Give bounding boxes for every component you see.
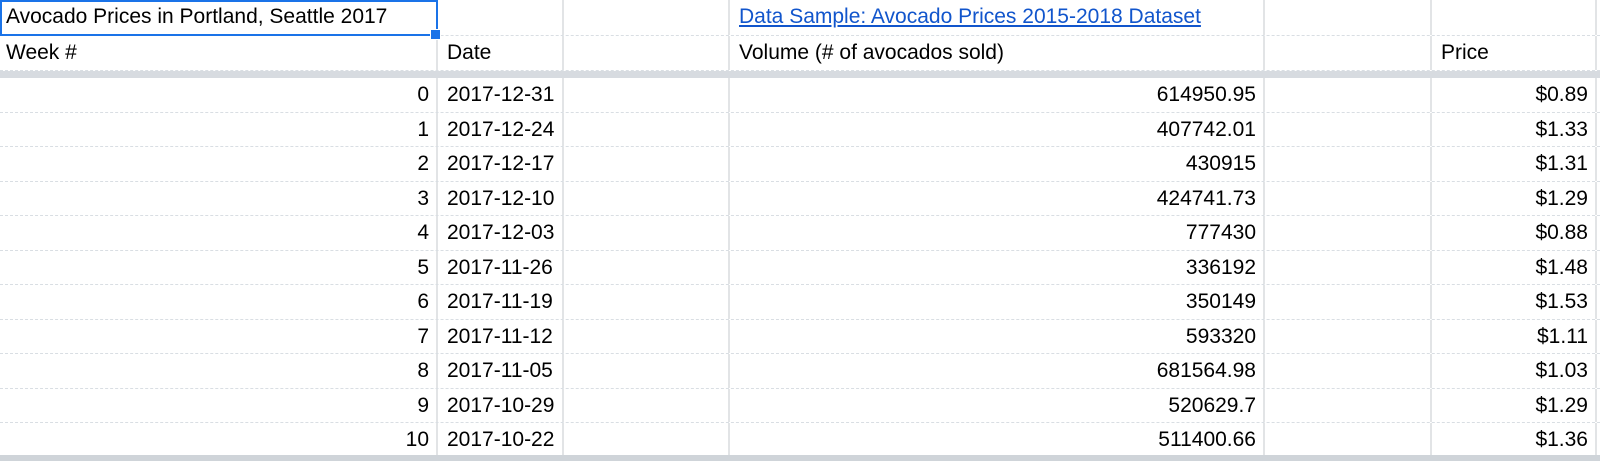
week-cell[interactable]: 7 <box>0 319 438 353</box>
volume-cell[interactable]: 336192 <box>730 250 1265 284</box>
volume-cell[interactable]: 614950.95 <box>730 78 1265 112</box>
empty-cell[interactable] <box>564 285 730 319</box>
price-cell[interactable]: $1.53 <box>1432 285 1597 319</box>
week-cell[interactable]: 5 <box>0 250 438 284</box>
table-row: 1 2017-12-24 407742.01 $1.33 <box>0 112 1600 147</box>
empty-cell[interactable] <box>564 250 730 284</box>
price-cell[interactable]: $1.31 <box>1432 147 1597 181</box>
week-cell[interactable]: 0 <box>0 78 438 112</box>
date-cell[interactable]: 2017-12-17 <box>438 147 564 181</box>
date-cell[interactable]: 2017-12-03 <box>438 216 564 250</box>
volume-cell[interactable]: 520629.7 <box>730 388 1265 422</box>
empty-cell[interactable] <box>1265 181 1432 215</box>
header-volume[interactable]: Volume (# of avocados sold) <box>730 36 1265 70</box>
volume-cell[interactable]: 681564.98 <box>730 354 1265 388</box>
week-cell[interactable]: 3 <box>0 181 438 215</box>
empty-cell[interactable] <box>1265 216 1432 250</box>
date-cell[interactable]: 2017-11-26 <box>438 250 564 284</box>
spreadsheet-row-title: Avocado Prices in Portland, Seattle 2017… <box>0 0 1600 36</box>
price-cell[interactable]: $0.89 <box>1432 78 1597 112</box>
empty-cell[interactable] <box>564 78 730 112</box>
price-cell[interactable]: $1.03 <box>1432 354 1597 388</box>
header-week[interactable]: Week # <box>0 36 438 70</box>
cell-f1-empty[interactable] <box>1432 0 1597 35</box>
week-cell[interactable]: 2 <box>0 147 438 181</box>
empty-cell[interactable] <box>1265 78 1432 112</box>
cell-c1-empty[interactable] <box>564 0 730 35</box>
table-row: 8 2017-11-05 681564.98 $1.03 <box>0 354 1600 389</box>
table-row: 5 2017-11-26 336192 $1.48 <box>0 250 1600 285</box>
empty-cell[interactable] <box>564 423 730 457</box>
volume-cell[interactable]: 350149 <box>730 285 1265 319</box>
week-cell[interactable]: 10 <box>0 423 438 457</box>
table-row: 7 2017-11-12 593320 $1.11 <box>0 319 1600 354</box>
empty-cell[interactable] <box>1265 250 1432 284</box>
table-row: 9 2017-10-29 520629.7 $1.29 <box>0 388 1600 423</box>
empty-cell[interactable] <box>1265 423 1432 457</box>
bottom-edge-strip <box>0 455 1600 461</box>
volume-cell[interactable]: 511400.66 <box>730 423 1265 457</box>
empty-cell[interactable] <box>564 216 730 250</box>
price-cell[interactable]: $1.29 <box>1432 388 1597 422</box>
date-cell[interactable]: 2017-11-12 <box>438 319 564 353</box>
empty-cell[interactable] <box>1265 354 1432 388</box>
empty-cell[interactable] <box>1265 319 1432 353</box>
frozen-row-separator <box>0 71 1600 78</box>
header-date[interactable]: Date <box>438 36 564 70</box>
empty-cell[interactable] <box>1265 112 1432 146</box>
price-cell[interactable]: $1.11 <box>1432 319 1597 353</box>
cell-e2-empty[interactable] <box>1265 36 1432 70</box>
empty-cell[interactable] <box>564 147 730 181</box>
volume-cell[interactable]: 593320 <box>730 319 1265 353</box>
header-price[interactable]: Price <box>1432 36 1597 70</box>
fill-handle[interactable] <box>430 29 441 40</box>
date-cell[interactable]: 2017-10-29 <box>438 388 564 422</box>
volume-cell[interactable]: 430915 <box>730 147 1265 181</box>
price-cell[interactable]: $1.29 <box>1432 181 1597 215</box>
cell-e1-empty[interactable] <box>1265 0 1432 35</box>
empty-cell[interactable] <box>1265 388 1432 422</box>
date-cell[interactable]: 2017-10-22 <box>438 423 564 457</box>
volume-cell[interactable]: 424741.73 <box>730 181 1265 215</box>
table-row: 3 2017-12-10 424741.73 $1.29 <box>0 181 1600 216</box>
date-cell[interactable]: 2017-12-10 <box>438 181 564 215</box>
table-row: 4 2017-12-03 777430 $0.88 <box>0 216 1600 251</box>
week-cell[interactable]: 9 <box>0 388 438 422</box>
cell-d1-link[interactable]: Data Sample: Avocado Prices 2015-2018 Da… <box>730 0 1265 35</box>
table-row: 2 2017-12-17 430915 $1.31 <box>0 147 1600 182</box>
cell-c2-empty[interactable] <box>564 36 730 70</box>
empty-cell[interactable] <box>564 181 730 215</box>
week-cell[interactable]: 6 <box>0 285 438 319</box>
volume-cell[interactable]: 777430 <box>730 216 1265 250</box>
empty-cell[interactable] <box>564 319 730 353</box>
price-cell[interactable]: $0.88 <box>1432 216 1597 250</box>
week-cell[interactable]: 4 <box>0 216 438 250</box>
cell-a1-sheet-title[interactable]: Avocado Prices in Portland, Seattle 2017 <box>0 0 438 35</box>
price-cell[interactable]: $1.33 <box>1432 112 1597 146</box>
volume-cell[interactable]: 407742.01 <box>730 112 1265 146</box>
table-row: 6 2017-11-19 350149 $1.53 <box>0 285 1600 320</box>
date-cell[interactable]: 2017-11-05 <box>438 354 564 388</box>
empty-cell[interactable] <box>564 388 730 422</box>
empty-cell[interactable] <box>1265 147 1432 181</box>
table-row: 10 2017-10-22 511400.66 $1.36 <box>0 423 1600 458</box>
date-cell[interactable]: 2017-12-24 <box>438 112 564 146</box>
table-row: 0 2017-12-31 614950.95 $0.89 <box>0 78 1600 113</box>
empty-cell[interactable] <box>564 112 730 146</box>
week-cell[interactable]: 8 <box>0 354 438 388</box>
date-cell[interactable]: 2017-12-31 <box>438 78 564 112</box>
empty-cell[interactable] <box>1265 285 1432 319</box>
price-cell[interactable]: $1.48 <box>1432 250 1597 284</box>
empty-cell[interactable] <box>564 354 730 388</box>
dataset-link[interactable]: Data Sample: Avocado Prices 2015-2018 Da… <box>739 5 1201 28</box>
week-cell[interactable]: 1 <box>0 112 438 146</box>
spreadsheet-row-headers: Week # Date Volume (# of avocados sold) … <box>0 36 1600 71</box>
cell-b1-empty[interactable] <box>438 0 564 35</box>
price-cell[interactable]: $1.36 <box>1432 423 1597 457</box>
date-cell[interactable]: 2017-11-19 <box>438 285 564 319</box>
